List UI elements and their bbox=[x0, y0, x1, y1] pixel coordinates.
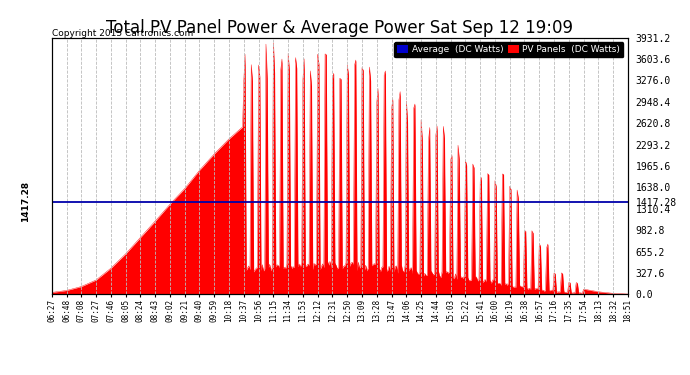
Text: 1417.28: 1417.28 bbox=[21, 181, 30, 222]
Text: Copyright 2015 Cartronics.com: Copyright 2015 Cartronics.com bbox=[52, 28, 194, 38]
Title: Total PV Panel Power & Average Power Sat Sep 12 19:09: Total PV Panel Power & Average Power Sat… bbox=[106, 20, 573, 38]
Legend: Average  (DC Watts), PV Panels  (DC Watts): Average (DC Watts), PV Panels (DC Watts) bbox=[394, 42, 623, 57]
